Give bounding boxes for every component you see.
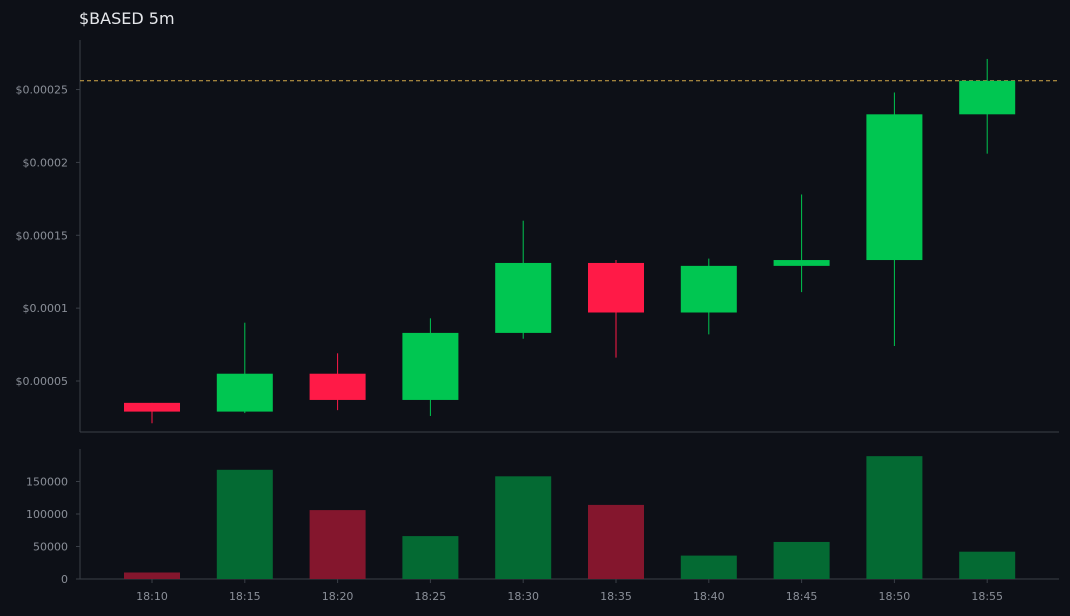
price-tick-label: $0.00025 bbox=[16, 84, 69, 97]
x-tick-label: 18:45 bbox=[786, 590, 818, 603]
volume-bar bbox=[866, 456, 923, 579]
candle-body bbox=[680, 265, 737, 313]
volume-bar bbox=[216, 469, 273, 579]
volume-bar bbox=[309, 510, 366, 579]
price-tick-label: $0.00005 bbox=[16, 375, 69, 388]
x-tick-label: 18:20 bbox=[322, 590, 354, 603]
volume-tick-label: 50000 bbox=[33, 541, 68, 554]
volume-bar bbox=[773, 541, 830, 579]
price-tick-label: $0.0001 bbox=[23, 302, 69, 315]
candle-body bbox=[495, 262, 552, 333]
x-tick-label: 18:50 bbox=[879, 590, 911, 603]
x-tick-label: 18:55 bbox=[971, 590, 1003, 603]
x-tick-label: 18:40 bbox=[693, 590, 725, 603]
candle-body bbox=[959, 80, 1016, 115]
volume-bar bbox=[124, 572, 180, 579]
volume-bar bbox=[495, 476, 552, 579]
volume-bar bbox=[588, 504, 644, 579]
candle-body bbox=[124, 402, 180, 412]
x-tick-label: 18:25 bbox=[415, 590, 447, 603]
x-tick-label: 18:30 bbox=[507, 590, 539, 603]
volume-tick-label: 100000 bbox=[26, 508, 68, 521]
x-tick-label: 18:10 bbox=[136, 590, 168, 603]
volume-bar bbox=[959, 551, 1016, 579]
volume-tick-label: 150000 bbox=[26, 476, 68, 489]
volume-bar bbox=[680, 555, 737, 579]
price-tick-label: $0.00015 bbox=[16, 229, 69, 242]
x-tick-label: 18:35 bbox=[600, 590, 632, 603]
candle-body bbox=[773, 260, 830, 266]
candle-body bbox=[216, 373, 273, 412]
candle-body bbox=[309, 373, 366, 400]
chart-title: $BASED 5m bbox=[79, 9, 175, 28]
candle-body bbox=[402, 332, 459, 400]
candle-body bbox=[588, 262, 644, 313]
x-tick-label: 18:15 bbox=[229, 590, 261, 603]
volume-bar bbox=[402, 536, 459, 579]
price-tick-label: $0.0002 bbox=[23, 156, 69, 169]
volume-tick-label: 0 bbox=[61, 573, 68, 586]
candle-body bbox=[866, 114, 923, 261]
